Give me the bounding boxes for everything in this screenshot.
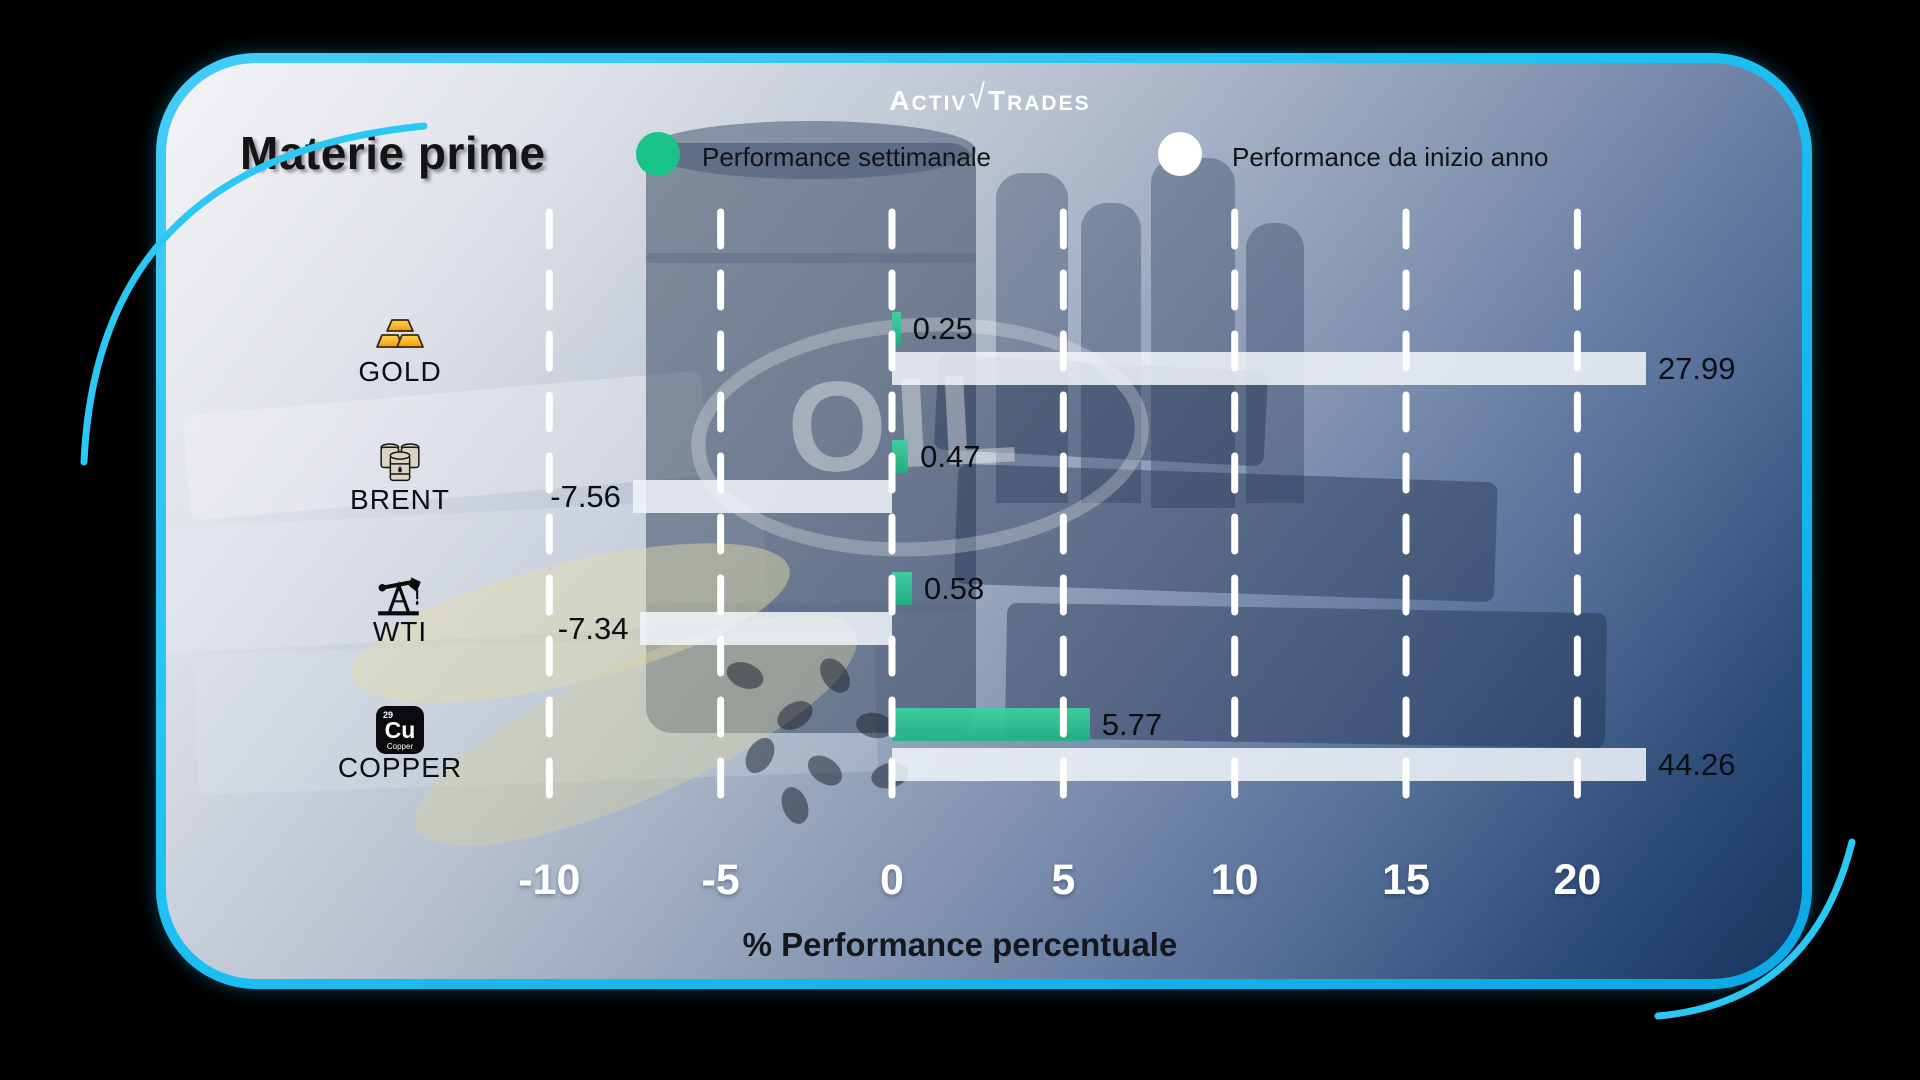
x-axis-label: % Performance percentuale bbox=[742, 926, 1178, 963]
x-tick-label: -5 bbox=[701, 856, 740, 904]
gold-bars-icon bbox=[374, 310, 426, 358]
legend-weekly-dot bbox=[636, 132, 680, 176]
activtrades-logo: ACTIV√TRADES bbox=[790, 78, 1190, 118]
category-label-wti: WTI bbox=[372, 616, 428, 647]
category-label-copper: COPPER bbox=[337, 752, 463, 783]
card-border: OIL bbox=[156, 53, 1812, 989]
x-tick-label: -10 bbox=[518, 856, 581, 904]
copper-name: Copper bbox=[386, 742, 414, 751]
category-label-gold: GOLD bbox=[358, 356, 442, 387]
oil-barrel-top-decor bbox=[646, 121, 976, 179]
logo-initial: T bbox=[987, 85, 1008, 116]
category-label-brent: BRENT bbox=[350, 484, 450, 515]
weekly-value-wti: 0.58 bbox=[923, 571, 985, 606]
x-tick-label: 15 bbox=[1382, 856, 1430, 904]
legend-ytd-label: Performance da inizio anno bbox=[1232, 142, 1549, 172]
x-tick-label: 20 bbox=[1553, 856, 1602, 904]
barrel-band-decor bbox=[646, 603, 976, 613]
metal-slab-decor bbox=[1004, 602, 1608, 749]
ytd-value-brent: -7.56 bbox=[550, 479, 621, 514]
weekly-bar-copper bbox=[892, 708, 1090, 741]
logo-initial: A bbox=[889, 85, 912, 116]
ytd-bar-gold bbox=[892, 352, 1646, 385]
weekly-bar-brent bbox=[892, 440, 909, 473]
x-tick-label: 0 bbox=[880, 856, 904, 904]
barrel-band-decor bbox=[646, 253, 976, 263]
coffee-bean-decor bbox=[776, 783, 814, 828]
weekly-bar-gold bbox=[892, 312, 901, 345]
card: OIL bbox=[166, 63, 1802, 979]
pipe-decor bbox=[1151, 158, 1235, 508]
legend-weekly-label: Performance settimanale bbox=[702, 142, 992, 172]
weekly-bar-wti bbox=[892, 572, 912, 605]
copper-atomic-number: 29 bbox=[383, 710, 394, 720]
ytd-bar-wti bbox=[640, 612, 892, 645]
ytd-bar-brent bbox=[632, 480, 892, 513]
weekly-value-gold: 0.25 bbox=[912, 311, 973, 346]
ytd-value-gold: 27.99 bbox=[1657, 351, 1736, 386]
logo-part1: CTIV bbox=[911, 92, 968, 115]
ytd-bar-copper bbox=[892, 748, 1646, 781]
oil-barrels-icon bbox=[374, 438, 426, 486]
x-tick-label: 5 bbox=[1051, 856, 1076, 904]
logo-check-icon: √ bbox=[968, 78, 987, 117]
weekly-value-copper: 5.77 bbox=[1101, 707, 1163, 742]
logo-part2: RADES bbox=[1007, 92, 1091, 115]
page-title: Materie prime bbox=[240, 127, 546, 179]
ytd-value-copper: 44.26 bbox=[1657, 747, 1736, 782]
background-collage: OIL bbox=[166, 63, 1802, 979]
copper-element-icon: 29 Cu Copper bbox=[374, 706, 426, 754]
oil-pump-icon bbox=[374, 570, 426, 618]
weekly-value-brent: 0.47 bbox=[920, 439, 981, 474]
legend-ytd-dot bbox=[1158, 132, 1202, 176]
ytd-value-wti: -7.34 bbox=[557, 611, 629, 646]
pipe-decor bbox=[996, 173, 1068, 503]
copper-symbol: Cu bbox=[384, 717, 416, 743]
x-tick-label: 10 bbox=[1210, 856, 1259, 904]
